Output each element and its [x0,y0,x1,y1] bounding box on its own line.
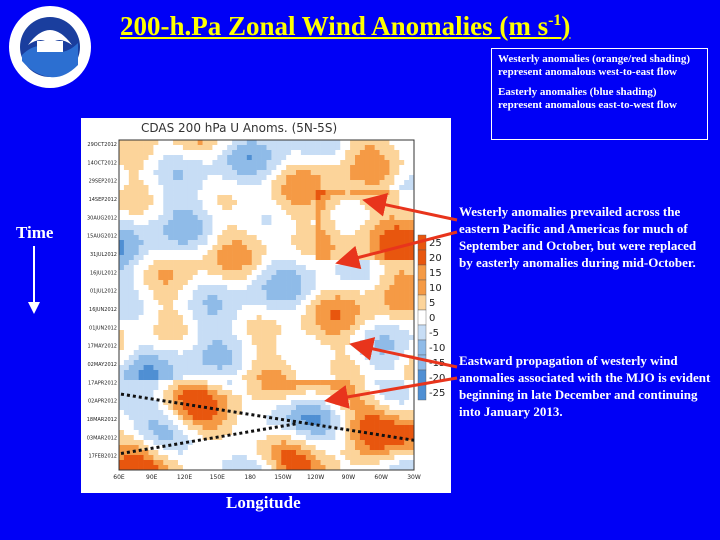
y-tick-label: 17FEB2012 [88,454,117,460]
x-tick-label: 180 [244,474,256,481]
y-tick-label: 01JUL2012 [90,289,117,295]
x-tick-label: 90E [146,474,158,481]
x-tick-label: 90W [342,474,356,481]
colorbar-swatch [417,264,427,281]
colorbar-label: 15 [429,268,442,279]
x-tick-label: 60E [113,474,125,481]
y-tick-label: 02MAY2012 [88,362,118,368]
colorbar-label: -20 [429,373,445,384]
y-tick-label: 31JUL2012 [90,252,117,258]
colorbar-swatch [417,294,427,311]
colorbar-label: -10 [429,343,445,354]
y-tick-label: 14OCT2012 [87,160,117,166]
colorbar-swatch [417,339,427,356]
time-arrow-icon [28,246,40,314]
y-tick-label: 17MAY2012 [88,344,118,350]
colorbar-swatch [417,234,427,251]
colorbar-label: 25 [429,238,442,249]
y-tick-label: 30AUG2012 [87,215,117,221]
y-tick-label: 18MAR2012 [87,417,117,423]
y-tick-label: 16JUL2012 [90,270,117,276]
legend-westerly: Westerly anomalies (orange/red shading) … [498,53,690,78]
y-tick-label: 03MAR2012 [87,435,117,441]
y-tick-label: 14SEP2012 [89,197,117,203]
slide-title: 200-h.Pa Zonal Wind Anomalies (m s-1) [120,11,571,41]
colorbar-label: 20 [429,253,442,264]
colorbar-swatch [417,354,427,371]
colorbar-swatch [417,309,427,326]
plot-frame [118,139,415,471]
colorbar-label: -25 [429,388,445,399]
y-tick-label: 29OCT2012 [87,142,117,148]
colorbar-label: 0 [429,313,435,324]
note-mjo: Eastward propagation of westerly wind an… [459,353,711,419]
y-tick-label: 02APR2012 [88,399,117,405]
mjo-dashed-line-1 [120,392,415,442]
x-tick-label: 120E [177,474,192,481]
colorbar-label: 10 [429,283,442,294]
colorbar-swatch [417,279,427,296]
x-tick-label: 60W [374,474,388,481]
hovmoller-figure: CDAS 200 hPa U Anoms. (5N-5S) 29OCT2012 1… [81,118,451,493]
colorbar-swatch [417,384,427,401]
y-tick-label: 01JUN2012 [89,325,117,331]
colorbar-swatch [417,249,427,266]
colorbar-label: -5 [429,328,439,339]
y-tick-label: 17APR2012 [88,380,117,386]
colorbar-swatch [417,324,427,341]
x-tick-label: 30W [407,474,421,481]
x-tick-label: 150E [210,474,225,481]
legend-box: Westerly anomalies (orange/red shading) … [491,48,708,140]
colorbar-label: 5 [429,298,435,309]
x-tick-label: 150W [274,474,291,481]
figure-title: CDAS 200 hPa U Anoms. (5N-5S) [141,121,337,135]
time-axis-label: Time [16,223,54,242]
y-tick-label: 15AUG2012 [87,234,117,240]
legend-easterly: Easterly anomalies (blue shading) repres… [498,86,677,111]
colorbar-swatch [417,369,427,386]
y-tick-label: 16JUN2012 [89,307,117,313]
colorbar-label: -15 [429,358,445,369]
note-westerly: Westerly anomalies prevailed across the … [459,204,697,270]
noaa-logo [9,6,91,88]
x-tick-label: 120W [307,474,324,481]
y-tick-label: 29SEP2012 [89,179,117,185]
longitude-axis-label: Longitude [226,493,301,512]
